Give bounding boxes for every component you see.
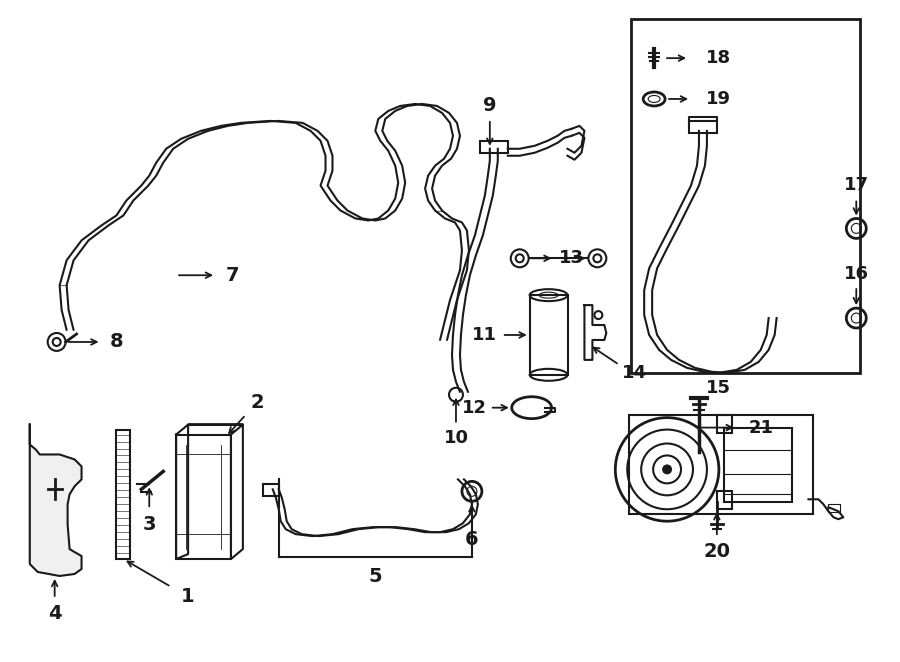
Bar <box>530 295 568 375</box>
Bar <box>176 434 231 559</box>
Text: 20: 20 <box>704 542 731 561</box>
Bar <box>116 430 130 559</box>
Text: 10: 10 <box>444 428 469 447</box>
Polygon shape <box>30 424 82 576</box>
Text: 16: 16 <box>844 265 868 283</box>
Bar <box>717 491 732 509</box>
Text: 6: 6 <box>465 530 479 549</box>
Bar <box>480 141 508 153</box>
Text: 2: 2 <box>251 393 265 412</box>
Text: 7: 7 <box>226 265 239 285</box>
Text: 14: 14 <box>622 364 647 382</box>
Text: 21: 21 <box>748 418 773 437</box>
Circle shape <box>662 465 672 475</box>
Text: 15: 15 <box>706 379 732 397</box>
Text: 5: 5 <box>368 567 382 587</box>
Text: 17: 17 <box>844 175 868 193</box>
Text: 3: 3 <box>142 514 156 534</box>
Bar <box>828 504 841 512</box>
Text: 18: 18 <box>706 49 732 67</box>
Bar <box>631 19 860 373</box>
Text: 13: 13 <box>559 250 584 267</box>
Text: 19: 19 <box>706 90 732 108</box>
Text: 11: 11 <box>472 326 498 344</box>
Bar <box>263 485 279 496</box>
Text: 4: 4 <box>48 604 61 624</box>
Bar <box>629 414 814 514</box>
Text: 12: 12 <box>463 399 488 416</box>
Text: 9: 9 <box>483 97 497 115</box>
Text: 1: 1 <box>181 587 195 606</box>
Text: 8: 8 <box>110 332 123 352</box>
Bar <box>717 414 732 432</box>
Bar <box>724 428 792 502</box>
Bar <box>689 121 717 133</box>
